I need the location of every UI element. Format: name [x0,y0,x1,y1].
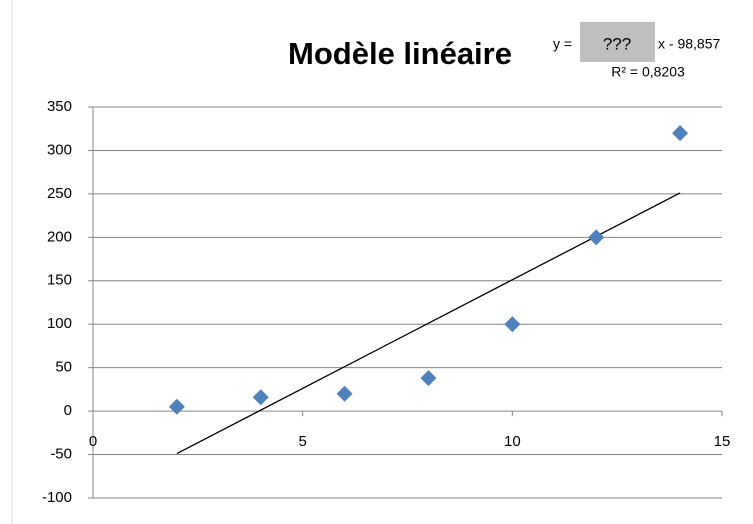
equation-prefix: y = [553,36,572,52]
y-tick-label: 250 [47,185,72,202]
data-point [588,229,605,246]
y-tick-label: 50 [55,359,72,376]
y-tick-label: 350 [47,98,72,115]
data-point [168,398,185,415]
y-tick-label: 300 [47,141,72,158]
y-tick-label: 150 [47,272,72,289]
equation-slope: ??? [603,34,631,53]
data-point [420,370,437,387]
y-tick-label: -50 [50,446,72,463]
x-tick-label: 10 [504,433,521,450]
x-tick-label: 0 [89,433,97,450]
x-tick-label: 15 [714,433,731,450]
data-point [336,385,353,402]
y-tick-label: 200 [47,228,72,245]
chart-title: Modèle linéaire [288,36,512,71]
y-tick-label: 100 [47,315,72,332]
equation-rest: x - 98,857 [658,36,720,52]
data-point [252,389,269,406]
x-tick-label: 5 [298,433,306,450]
hidden-slope-box [580,22,655,62]
y-tick-label: -100 [42,489,72,506]
y-tick-label: 0 [64,402,72,419]
data-point [504,316,521,333]
r-squared: R² = 0,8203 [611,64,685,80]
data-point [672,125,689,142]
